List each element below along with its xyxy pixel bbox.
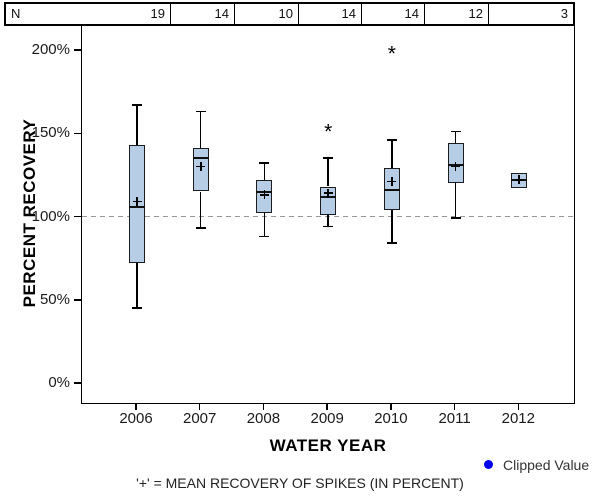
x-tick-mark <box>198 403 201 410</box>
n-count-2006: 19 <box>150 6 165 21</box>
y-tick-mark <box>74 132 81 135</box>
y-tick-label: 200% <box>31 41 70 58</box>
clipped-value-dot-icon <box>484 460 493 469</box>
whisker-line-upper <box>327 158 329 187</box>
whisker-cap-upper <box>323 157 334 159</box>
n-count-table: N 19 14 10 14 14 12 3 <box>4 2 575 26</box>
x-tick-mark <box>326 403 328 410</box>
x-tick-label: 2007 <box>183 410 217 427</box>
mean-footnote: '+' = MEAN RECOVERY OF SPIKES (IN PERCEN… <box>136 475 464 491</box>
mean-plus-marker-v <box>454 162 457 171</box>
y-tick-mark <box>74 49 81 51</box>
whisker-line-upper <box>454 131 457 144</box>
x-tick-label: 2006 <box>119 410 153 427</box>
whisker-line-lower <box>327 214 329 227</box>
n-table-label: N <box>11 6 21 21</box>
whisker-line-upper <box>263 163 266 180</box>
x-tick-mark <box>262 403 265 410</box>
legend-label: Clipped Value <box>503 457 590 473</box>
mean-plus-marker-v <box>391 177 393 186</box>
mean-plus-marker-v <box>199 162 202 171</box>
whisker-cap-upper <box>195 110 206 113</box>
mean-plus-marker-v <box>136 197 138 206</box>
x-tick-label: 2012 <box>501 410 535 427</box>
whisker-line-lower <box>454 183 457 219</box>
y-tick-label: 150% <box>31 124 70 142</box>
n-count-2012: 3 <box>488 4 573 24</box>
whisker-line-lower <box>136 263 138 309</box>
y-tick-mark <box>74 299 81 301</box>
whisker-cap-lower <box>450 217 461 219</box>
y-tick-label: 0% <box>48 374 70 391</box>
x-tick-label: 2011 <box>438 410 471 427</box>
whisker-cap-upper <box>450 130 461 133</box>
median-line <box>383 188 400 191</box>
x-tick-label: 2008 <box>246 410 281 427</box>
n-table-first-cell: N 19 <box>6 4 170 24</box>
y-tick-mark <box>74 215 81 218</box>
whisker-line-upper <box>136 104 138 145</box>
outlier-asterisk: * <box>324 120 333 144</box>
mean-plus-marker-v <box>518 175 521 185</box>
n-count-2009: 14 <box>298 4 361 24</box>
mean-plus-marker-v <box>327 188 330 198</box>
outlier-asterisk: * <box>387 42 396 66</box>
y-tick-mark <box>74 382 81 384</box>
y-tick-label: 50% <box>39 290 70 308</box>
median-line <box>192 157 209 160</box>
whisker-cap-lower <box>323 225 334 228</box>
mean-plus-marker-v <box>263 190 266 200</box>
x-tick-mark <box>390 403 392 410</box>
whisker-cap-lower <box>386 242 397 244</box>
n-count-2011: 12 <box>424 4 488 24</box>
x-axis-title: WATER YEAR <box>269 436 387 455</box>
plot-area: * * <box>81 26 575 404</box>
whisker-line-upper <box>199 111 202 149</box>
whisker-cap-upper <box>259 162 270 164</box>
x-tick-mark <box>135 403 137 410</box>
whisker-cap-upper <box>386 139 397 141</box>
whisker-line-lower <box>263 213 266 237</box>
whisker-cap-lower <box>195 227 206 229</box>
n-count-2008: 10 <box>234 4 298 24</box>
n-count-2007: 14 <box>170 4 234 24</box>
x-tick-mark <box>453 403 456 410</box>
y-tick-label: 100% <box>31 207 70 225</box>
whisker-line-upper <box>391 139 393 169</box>
x-tick-label: 2010 <box>374 410 408 427</box>
x-tick-mark <box>517 403 520 410</box>
median-line <box>129 205 145 208</box>
whisker-line-lower <box>391 209 393 244</box>
x-tick-label: 2009 <box>310 410 344 427</box>
whisker-line-lower <box>199 191 202 229</box>
whisker-cap-upper <box>132 104 142 106</box>
n-count-2010: 14 <box>361 4 424 24</box>
whisker-cap-lower <box>132 307 142 309</box>
whisker-cap-lower <box>259 235 270 238</box>
